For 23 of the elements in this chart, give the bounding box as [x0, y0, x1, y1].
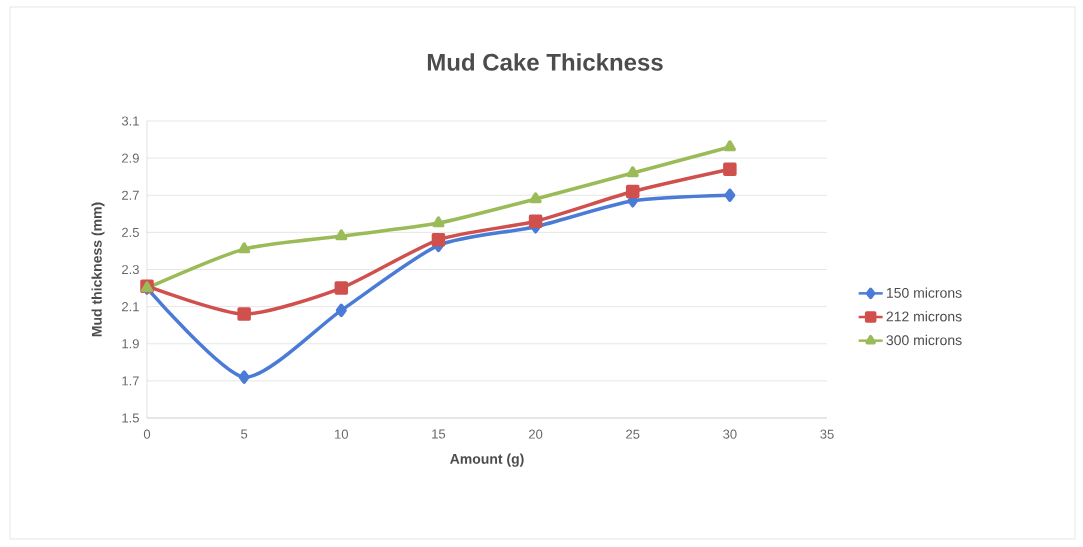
x-tick-label: 5 [241, 429, 248, 439]
y-tick-label: 2.1 [122, 302, 139, 312]
y-tick-label: 1.7 [122, 376, 139, 386]
y-tick-label: 1.5 [122, 413, 139, 423]
y-axis-title: Mud thickness (mm) [91, 202, 105, 337]
x-tick-label: 15 [432, 429, 446, 439]
legend-label: 300 microns [886, 334, 962, 346]
x-tick-label: 20 [529, 429, 543, 439]
y-tick-label: 2.3 [122, 264, 139, 275]
y-tick-label: 3.1 [121, 116, 139, 126]
y-tick-label: 1.9 [122, 339, 139, 349]
chart-title: Mud Cake Thickness [427, 53, 663, 71]
x-tick-label: 25 [626, 429, 640, 439]
x-tick-label: 0 [143, 429, 151, 439]
legend-label: 212 microns [886, 311, 962, 322]
y-tick-label: 2.9 [122, 153, 139, 163]
y-tick-label: 2.5 [122, 227, 139, 237]
x-tick-label: 10 [335, 429, 349, 439]
y-tick-label: 2.7 [122, 190, 139, 200]
legend-label: 150 microns [886, 287, 962, 298]
x-tick-label: 30 [723, 429, 737, 439]
x-tick-label: 35 [820, 429, 834, 439]
x-axis-title: Amount (g) [450, 453, 524, 467]
